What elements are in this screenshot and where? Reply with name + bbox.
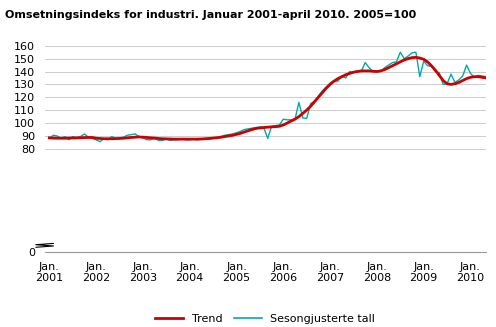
Text: Omsetningsindeks for industri. Januar 2001-april 2010. 2005=100: Omsetningsindeks for industri. Januar 20…: [5, 10, 416, 20]
Legend: Trend, Sesongjusterte tall: Trend, Sesongjusterte tall: [151, 310, 380, 327]
